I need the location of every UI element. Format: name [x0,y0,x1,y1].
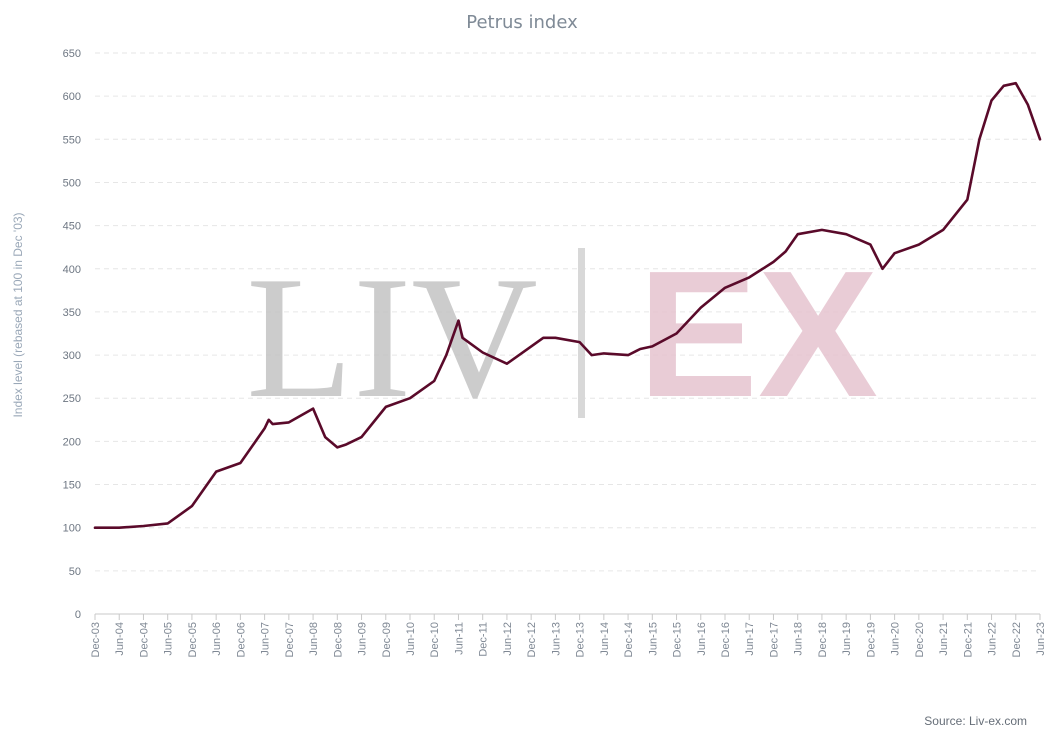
x-tick-label: Dec-13 [575,622,587,657]
x-tick-label: Jun-23 [1035,622,1045,656]
x-tick-label: Jun-14 [599,622,611,656]
y-tick-label: 600 [63,91,81,103]
x-tick-label: Jun-10 [405,622,417,656]
source-note: Source: Liv-ex.com [924,714,1027,728]
x-tick-label: Jun-09 [357,622,369,656]
y-tick-label: 100 [63,523,81,535]
x-tick-label: Jun-15 [647,622,659,656]
series-layer [93,81,1042,529]
x-tick-label: Dec-20 [914,622,926,657]
y-axis-label: Index level (rebased at 100 in Dec '03) [11,212,25,417]
watermark: LIV EX [246,234,878,435]
x-tick-label: Jun-11 [453,622,465,655]
x-tick-label: Jun-20 [890,622,902,656]
x-tick-label: Dec-17 [768,622,780,657]
series-line [93,81,1042,529]
x-tick-label: Jun-12 [502,622,514,656]
y-axis-ticks: 0 50 100 150 200 250 300 350 400 450 500 550 600 650 [63,48,81,621]
x-tick-label: Dec-15 [672,622,684,657]
y-tick-label: 300 [63,350,81,362]
x-tick-label: Dec-18 [817,622,829,657]
y-tick-label: 150 [63,480,81,492]
x-tick-label: Jun-06 [211,622,223,656]
x-tick-label: Jun-17 [744,622,756,656]
x-tick-label: Dec-05 [187,622,199,657]
chart-title: Petrus index [466,12,578,33]
x-tick-label: Dec-16 [720,622,732,657]
x-tick-label: Dec-06 [235,622,247,657]
x-tick-label: Dec-08 [332,622,344,657]
x-tick-label: Dec-14 [623,622,635,657]
x-tick-label: Jun-07 [260,622,272,656]
x-tick-label: Dec-19 [865,622,877,657]
y-tick-label: 50 [69,566,81,578]
x-tick-label: Jun-08 [308,622,320,656]
y-tick-label: 450 [63,221,81,233]
x-tick-label: Jun-13 [550,622,562,656]
y-tick-label: 650 [63,48,81,60]
watermark-liv: LIV [246,240,538,434]
y-tick-label: 250 [63,393,81,405]
x-axis: Dec-03 Jun-04 Dec-04 Jun-05 Dec-05 Jun-06 Dec-… [90,613,1045,657]
x-tick-label: Dec-07 [284,622,296,657]
x-tick-label: Jun-22 [987,622,999,656]
x-tick-label: Dec-11 [478,622,490,657]
y-tick-label: 0 [75,609,81,621]
y-tick-label: 400 [63,264,81,276]
x-tick-label: Dec-10 [429,622,441,657]
y-tick-label: 200 [63,436,81,448]
x-tick-label: Dec-21 [962,622,974,657]
gridlines [95,52,1040,572]
x-tick-label: Dec-09 [381,622,393,657]
x-tick-label: Jun-21 [938,622,950,656]
watermark-divider [578,248,585,418]
x-tick-label: Dec-22 [1011,622,1023,657]
y-tick-label: 550 [63,134,81,146]
x-tick-label: Dec-04 [138,622,150,657]
y-tick-label: 350 [63,307,81,319]
x-tick-label: Dec-12 [526,622,538,657]
x-tick-label: Jun-18 [793,622,805,656]
x-tick-label: Jun-05 [163,622,175,656]
x-tick-label: Jun-16 [696,622,708,656]
x-tick-label: Dec-03 [90,622,102,657]
watermark-ex: EX [638,234,878,435]
y-tick-label: 500 [63,177,81,189]
x-tick-label: Jun-19 [841,622,853,656]
x-tick-label: Jun-04 [114,622,126,656]
